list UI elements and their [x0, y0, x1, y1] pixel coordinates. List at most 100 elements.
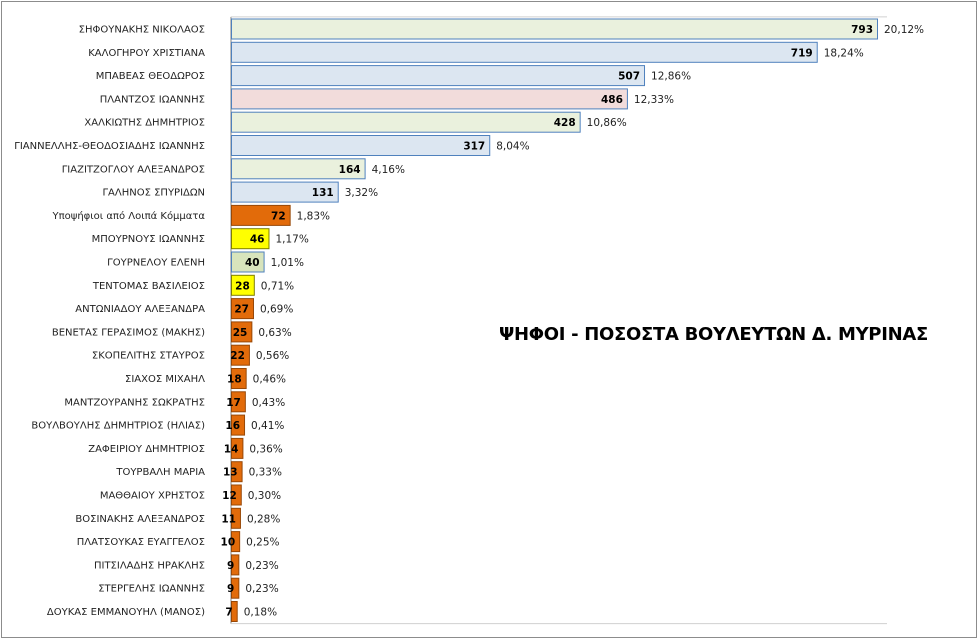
percent-label: 1,83% — [297, 210, 330, 222]
value-label: 18 — [227, 374, 242, 386]
bar — [231, 344, 250, 366]
value-label: 11 — [221, 513, 236, 525]
category-label: ΣΤΕΡΓΕΛΗΣ ΙΩΑΝΝΗΣ — [98, 584, 205, 595]
value-label: 719 — [791, 47, 813, 59]
bars-group: ΣΗΦΟΥΝΑΚΗΣ ΝΙΚΟΛΑΟΣ 793 20,12% ΚΑΛΟΓΗΡΟΥ ΧΡ… — [14, 18, 924, 622]
bar — [231, 18, 878, 40]
value-label: 7 — [225, 607, 232, 619]
value-label: 486 — [601, 94, 623, 106]
bar — [231, 368, 247, 389]
percent-label: 0,25% — [246, 537, 279, 549]
bar — [231, 321, 253, 343]
bar — [231, 531, 241, 553]
bar — [231, 577, 240, 599]
bar — [231, 228, 270, 250]
value-label: 14 — [224, 443, 239, 455]
chart-title: ΨΗΦΟΙ - ΠΟΣΟΣΤΑ ΒΟΥΛΕΥΤΩΝ Δ. ΜΥΡΙΝΑΣ — [499, 324, 928, 345]
percent-label: 10,86% — [587, 117, 627, 129]
category-label: ΤΟΥΡΒΑΛΗ ΜΑΡΙΑ — [115, 467, 205, 478]
category-label: ΜΠΑΒΕΑΣ ΘΕΟΔΩΡΟΣ — [96, 71, 205, 82]
percent-label: 3,32% — [345, 187, 378, 199]
percent-label: 1,01% — [271, 257, 304, 269]
bar — [231, 251, 265, 273]
category-label: ΜΑΘΘΑΙΟΥ ΧΡΗΣΤΟΣ — [100, 491, 205, 502]
percent-label: 0,36% — [249, 443, 282, 455]
category-label: ΒΟΥΛΒΟΥΛΗΣ ΔΗΜΗΤΡΙΟΣ (ΗΛΙΑΣ) — [31, 421, 205, 432]
bar — [231, 554, 240, 576]
category-label: ΒΟΣΙΝΑΚΗΣ ΑΛΕΞΑΝΔΡΟΣ — [75, 514, 205, 525]
percent-label: 0,56% — [256, 350, 289, 362]
value-label: 16 — [225, 420, 240, 432]
value-label: 46 — [250, 234, 265, 246]
bar — [231, 507, 241, 529]
bar — [231, 65, 646, 87]
category-label: ΣΙΑΧΟΣ ΜΙΧΑΗΛ — [125, 374, 205, 385]
category-label: ΜΑΝΤΖΟΥΡΑΝΗΣ ΣΩΚΡΑΤΗΣ — [64, 397, 205, 408]
value-label: 131 — [312, 187, 334, 199]
percent-label: 0,28% — [247, 513, 280, 525]
value-label: 9 — [227, 583, 234, 595]
percent-label: 0,63% — [258, 327, 291, 339]
percent-label: 4,16% — [372, 164, 405, 176]
value-label: 40 — [245, 257, 260, 269]
bar — [231, 601, 238, 622]
percent-label: 0,23% — [245, 583, 278, 595]
category-label: ΑΝΤΩΝΙΑΔΟΥ ΑΛΕΞΑΝΔΡΑ — [75, 304, 205, 315]
category-label: ΓΑΛΗΝΟΣ ΣΠΥΡΙΔΩΝ — [102, 188, 205, 199]
bar — [231, 484, 242, 506]
category-label: Υποψήφιοι από Λοιπά Κόμματα — [52, 210, 206, 222]
value-label: 164 — [339, 164, 361, 176]
percent-label: 12,33% — [634, 94, 674, 106]
value-label: 10 — [221, 537, 236, 549]
category-label: ΠΛΑΝΤΖΟΣ ΙΩΑΝΝΗΣ — [100, 94, 205, 105]
category-label: ΠΛΑΤΣΟΥΚΑΣ ΕΥΑΓΓΕΛΟΣ — [77, 537, 205, 548]
value-label: 28 — [235, 280, 250, 292]
category-label: ΧΑΛΚΙΩΤΗΣ ΔΗΜΗΤΡΙΟΣ — [84, 118, 205, 129]
category-label: ΚΑΛΟΓΗΡΟΥ ΧΡΙΣΤΙΑΝΑ — [88, 48, 205, 59]
bar — [231, 135, 491, 156]
percent-label: 12,86% — [651, 71, 691, 83]
bar — [231, 181, 339, 203]
category-label: ΣΚΟΠΕΛΙΤΗΣ ΣΤΑΥΡΟΣ — [92, 351, 205, 362]
percent-label: 20,12% — [884, 24, 924, 36]
category-label: ΓΟΥΡΝΕΛΟΥ ΕΛΕΝΗ — [107, 258, 205, 269]
bar — [231, 274, 255, 296]
category-label: ΣΗΦΟΥΝΑΚΗΣ ΝΙΚΟΛΑΟΣ — [79, 25, 205, 36]
percent-label: 0,23% — [245, 560, 278, 572]
percent-label: 0,41% — [251, 420, 284, 432]
percent-label: 0,71% — [261, 280, 294, 292]
value-label: 27 — [234, 304, 249, 316]
value-label: 793 — [851, 24, 873, 36]
percent-label: 0,43% — [252, 397, 285, 409]
value-label: 507 — [618, 71, 640, 83]
percent-label: 18,24% — [824, 47, 864, 59]
bar — [231, 414, 246, 436]
percent-label: 1,17% — [275, 234, 308, 246]
category-label: ΓΙΑΝΝΕΛΛΗΣ-ΘΕΟΔΟΣΙΑΔΗΣ ΙΩΑΝΝΗΣ — [14, 141, 205, 152]
bar — [231, 204, 291, 226]
bar — [231, 158, 366, 180]
value-label: 9 — [227, 560, 234, 572]
percent-label: 0,46% — [253, 374, 286, 386]
value-label: 72 — [271, 210, 286, 222]
percent-label: 8,04% — [496, 141, 529, 153]
category-label: ΔΟΥΚΑΣ ΕΜΜΑΝΟΥΗΛ (ΜΑΝΟΣ) — [47, 607, 205, 618]
value-label: 317 — [463, 141, 485, 153]
category-label: ΤΕΝΤΟΜΑΣ ΒΑΣΙΛΕΙΟΣ — [92, 281, 205, 292]
bar — [231, 298, 254, 320]
value-label: 12 — [222, 490, 237, 502]
bar — [231, 437, 244, 459]
value-label: 22 — [230, 350, 245, 362]
percent-label: 0,30% — [248, 490, 281, 502]
value-label: 428 — [554, 117, 576, 129]
bar — [231, 111, 581, 133]
bar — [231, 88, 628, 110]
category-label: ΜΠΟΥΡΝΟΥΣ ΙΩΑΝΝΗΣ — [92, 234, 205, 245]
percent-label: 0,69% — [260, 304, 293, 316]
category-label: ΖΑΦΕΙΡΙΟΥ ΔΗΜΗΤΡΙΟΣ — [88, 444, 205, 455]
bar — [231, 41, 818, 63]
bar — [231, 391, 246, 413]
category-label: ΓΙΑΖΙΤΖΟΓΛΟΥ ΑΛΕΞΑΝΔΡΟΣ — [62, 164, 205, 175]
percent-label: 0,18% — [244, 607, 277, 619]
